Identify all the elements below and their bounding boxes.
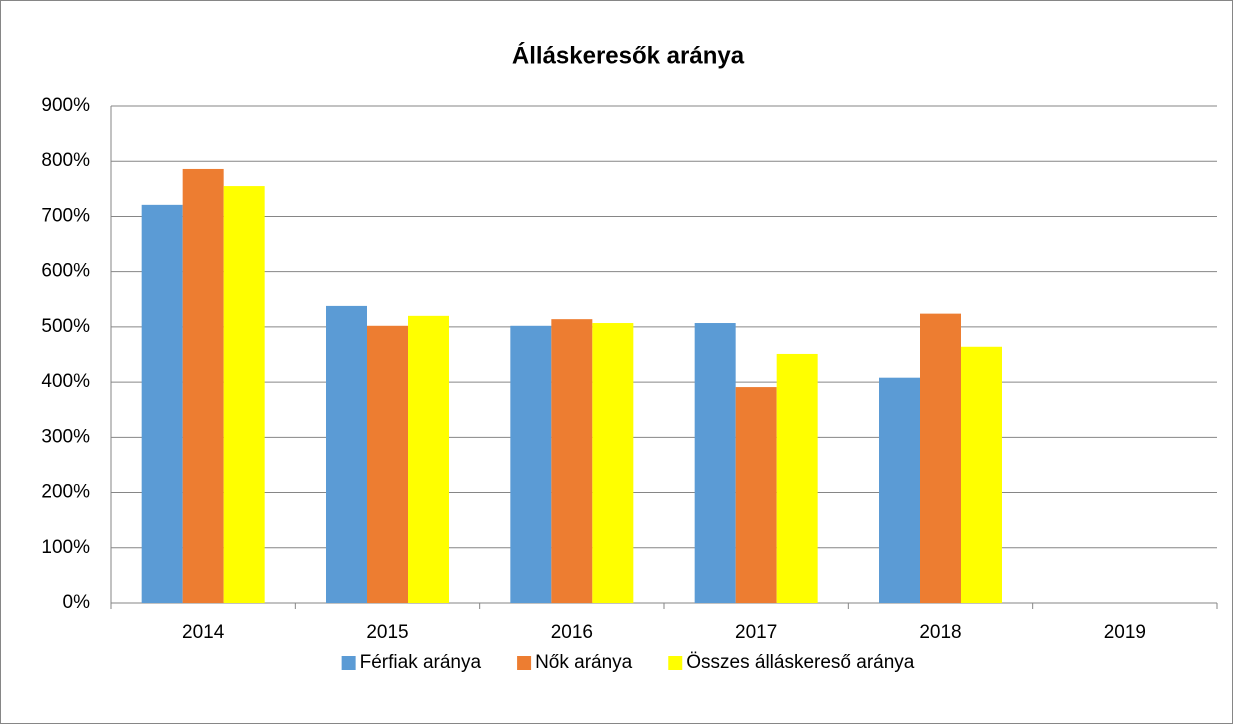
y-tick-label: 600% [41,261,90,282]
y-tick-label: 900% [41,95,90,116]
bar [510,325,552,603]
x-tick-label: 2014 [182,622,225,643]
y-tick-label: 500% [41,316,90,337]
chart-title: Álláskeresők aránya [512,41,745,69]
bar [182,168,224,603]
bar [776,353,818,603]
legend-swatch [517,656,532,670]
bar [879,377,920,603]
x-tick-label: 2016 [551,622,593,643]
y-tick-label: 300% [41,426,90,447]
legend-label: Férfiak aránya [360,652,482,673]
bar [326,305,367,603]
y-tick-label: 200% [41,482,90,503]
y-tick-label: 800% [41,150,90,171]
bar [920,313,961,603]
legend-swatch [341,656,356,670]
bar [223,186,265,604]
bar [367,325,408,603]
legend-swatch [668,656,683,670]
x-tick-label: 2018 [919,622,961,643]
y-tick-label: 100% [41,537,90,558]
legend-label: Összes álláskereső aránya [686,652,915,673]
bar [694,323,736,603]
x-tick-label: 2019 [1104,622,1146,643]
bar [408,315,449,603]
x-tick-label: 2015 [366,622,408,643]
bar [735,387,777,603]
bar [141,204,183,603]
bar [551,319,593,603]
y-tick-label: 700% [41,205,90,226]
y-tick-label: 400% [41,371,90,392]
y-tick-label: 0% [63,592,91,613]
bar [592,323,634,603]
bar [961,346,1002,603]
legend-label: Nők aránya [535,652,633,673]
x-tick-label: 2017 [735,622,777,643]
